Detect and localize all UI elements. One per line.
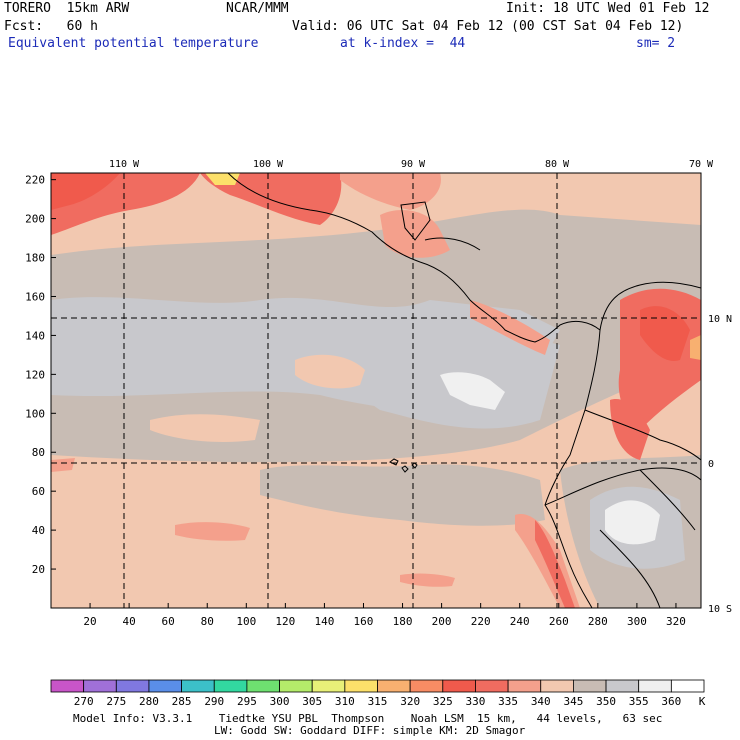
colorbar-label: 300	[270, 695, 290, 708]
x-tick-label: 180	[393, 615, 413, 628]
colorbar-swatch	[213, 679, 248, 693]
y-tick-label: 60	[32, 485, 45, 498]
lon-label-110w: 110 W	[109, 159, 140, 170]
colorbar-swatch	[148, 679, 182, 693]
colorbar-label: 355	[629, 695, 649, 708]
lon-label-70w: 70 W	[689, 159, 714, 170]
map-frame	[50, 172, 702, 609]
x-tick-label: 140	[314, 615, 334, 628]
lon-label-100w: 100 W	[253, 159, 284, 170]
colorbar-swatch	[507, 679, 542, 693]
y-tick-label: 80	[32, 446, 45, 459]
colorbar-label: 305	[302, 695, 322, 708]
colorbar-swatch	[115, 679, 150, 693]
colorbar-swatch	[409, 679, 444, 693]
model-info-line: Model Info: V3.3.1 Tiedtke YSU PBL Thomp…	[73, 712, 663, 725]
smoothing-label: sm= 2	[636, 36, 676, 51]
y-tick-label: 220	[25, 174, 45, 187]
colorbar-label: 310	[335, 695, 355, 708]
x-tick-label: 60	[162, 615, 175, 628]
colorbar-swatch	[344, 679, 378, 693]
colorbar-swatch	[279, 679, 313, 693]
colorbar-label: 280	[139, 695, 159, 708]
x-tick-label: 160	[354, 615, 374, 628]
lat-label-10s: 10 S	[708, 604, 732, 615]
init-time: Init: 18 UTC Wed 01 Feb 12	[506, 1, 710, 16]
colorbar-label: 285	[172, 695, 192, 708]
lat-label-10n: 10 N	[708, 314, 732, 325]
colorbar-label: 360	[661, 695, 681, 708]
colorbar-label: 275	[106, 695, 126, 708]
colorbar-swatch	[442, 679, 476, 693]
colorbar-label: 290	[204, 695, 224, 708]
x-tick-label: 200	[432, 615, 452, 628]
x-tick-label: 20	[83, 615, 96, 628]
y-tick-label: 160	[25, 290, 45, 303]
colorbar-swatch	[540, 679, 574, 693]
colorbar-label: 350	[596, 695, 616, 708]
x-tick-label: 40	[122, 615, 135, 628]
model-title: TORERO 15km ARW	[4, 1, 130, 16]
graticule	[51, 173, 701, 608]
valid-time: Valid: 06 UTC Sat 04 Feb 12 (00 CST Sat …	[292, 19, 684, 34]
x-tick-label: 280	[588, 615, 608, 628]
x-tick-label: 80	[201, 615, 214, 628]
physics-info-line: LW: Godd SW: Goddard DIFF: simple KM: 2D…	[214, 724, 526, 737]
colorbar-label: 325	[433, 695, 453, 708]
level-label: at k-index = 44	[340, 36, 466, 51]
y-tick-label: 120	[25, 368, 45, 381]
axis-ticks: 20 40 60 80 100 120 140 160 180 200 220 20 40 60 80 100…	[25, 174, 686, 628]
theta-e-field	[51, 173, 701, 608]
colorbar-label: 270	[74, 695, 94, 708]
colorbar: 270 275 280 285 290 295 300 305 310 315 320 325 330 3…	[50, 679, 706, 708]
forecast-hour: Fcst: 60 h	[4, 19, 98, 34]
y-tick-label: 200	[25, 213, 45, 226]
x-tick-label: 240	[510, 615, 530, 628]
colorbar-label: 340	[531, 695, 551, 708]
x-tick-label: 320	[666, 615, 686, 628]
colorbar-label: 295	[237, 695, 257, 708]
x-tick-label: 220	[471, 615, 491, 628]
colorbar-label: 345	[563, 695, 583, 708]
colorbar-swatch	[181, 679, 215, 693]
y-tick-label: 100	[25, 407, 45, 420]
colorbar-swatch	[638, 679, 672, 693]
org-label: NCAR/MMM	[226, 1, 289, 16]
colorbar-unit: K	[699, 695, 706, 708]
y-tick-label: 180	[25, 252, 45, 265]
x-tick-label: 100	[236, 615, 256, 628]
lon-label-90w: 90 W	[401, 159, 426, 170]
colorbar-swatch	[605, 679, 640, 693]
colorbar-swatch	[377, 679, 411, 693]
colorbar-swatch	[311, 679, 346, 693]
field-name: Equivalent potential temperature	[8, 36, 259, 51]
x-tick-label: 120	[275, 615, 295, 628]
colorbar-label: 320	[400, 695, 420, 708]
y-tick-label: 20	[32, 563, 45, 576]
colorbar-label: 315	[368, 695, 388, 708]
colorbar-swatch	[475, 679, 509, 693]
lon-label-80w: 80 W	[545, 159, 570, 170]
colorbar-label: 330	[466, 695, 486, 708]
colorbar-swatch	[670, 679, 705, 693]
x-tick-label: 260	[549, 615, 569, 628]
colorbar-swatch	[50, 679, 85, 693]
colorbar-swatch	[246, 679, 280, 693]
coastline	[227, 173, 701, 608]
y-tick-label: 40	[32, 524, 45, 537]
y-tick-label: 140	[25, 329, 45, 342]
lat-label-0: 0	[708, 459, 714, 470]
x-tick-label: 300	[627, 615, 647, 628]
colorbar-label: 335	[498, 695, 518, 708]
colorbar-swatch	[573, 679, 607, 693]
colorbar-swatch	[83, 679, 117, 693]
